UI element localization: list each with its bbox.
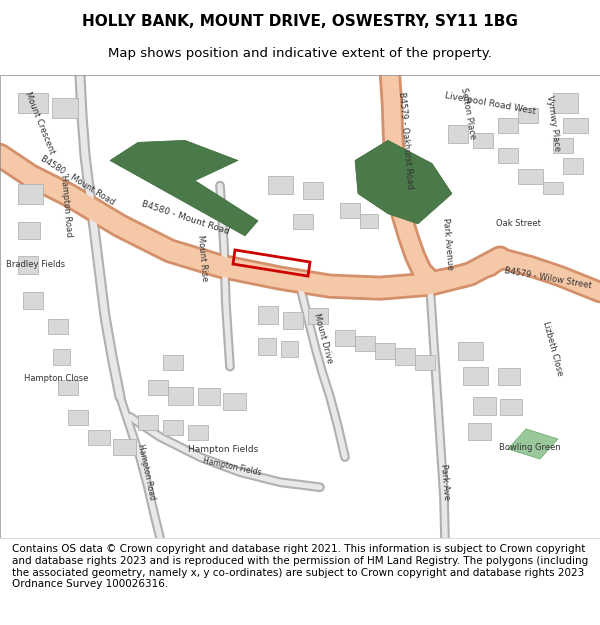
Polygon shape — [163, 354, 183, 369]
Polygon shape — [18, 222, 40, 239]
Text: Mount Drive: Mount Drive — [312, 312, 334, 364]
Polygon shape — [23, 292, 43, 309]
Polygon shape — [168, 387, 193, 405]
Polygon shape — [498, 148, 518, 164]
Polygon shape — [340, 202, 360, 217]
Polygon shape — [563, 159, 583, 174]
Text: Hampton Close: Hampton Close — [24, 374, 88, 383]
Text: Bowling Green: Bowling Green — [499, 442, 561, 451]
Text: B4580 - Mount Road: B4580 - Mount Road — [40, 154, 116, 207]
Polygon shape — [355, 141, 452, 224]
Text: Hampton Fields: Hampton Fields — [188, 444, 258, 454]
Polygon shape — [473, 397, 496, 415]
Polygon shape — [281, 341, 298, 356]
Text: Park Avenue: Park Avenue — [441, 217, 455, 271]
Polygon shape — [163, 420, 183, 435]
Polygon shape — [498, 118, 518, 133]
Polygon shape — [293, 214, 313, 229]
Polygon shape — [88, 430, 110, 445]
Text: Park Ave: Park Ave — [439, 464, 451, 501]
Polygon shape — [543, 182, 563, 194]
Polygon shape — [355, 336, 375, 351]
Polygon shape — [360, 214, 378, 228]
Polygon shape — [463, 367, 488, 384]
Text: Hampton Road: Hampton Road — [136, 443, 157, 501]
Text: Vyrnwy Place: Vyrnwy Place — [545, 95, 562, 152]
Polygon shape — [18, 256, 38, 274]
Polygon shape — [563, 118, 588, 133]
Polygon shape — [468, 423, 491, 440]
Polygon shape — [283, 312, 303, 329]
Text: Mount Rise: Mount Rise — [196, 234, 209, 282]
Polygon shape — [113, 439, 136, 455]
Polygon shape — [53, 349, 70, 364]
Polygon shape — [68, 410, 88, 425]
Polygon shape — [448, 125, 468, 143]
Text: Mount Crescent: Mount Crescent — [23, 91, 56, 156]
Text: Bradley Fields: Bradley Fields — [7, 259, 65, 269]
Polygon shape — [395, 349, 415, 364]
Polygon shape — [500, 399, 522, 415]
Polygon shape — [553, 138, 573, 153]
Text: Hampton Road: Hampton Road — [59, 174, 73, 238]
Polygon shape — [258, 306, 278, 324]
Text: Sefton Place: Sefton Place — [459, 87, 477, 140]
Polygon shape — [18, 93, 48, 113]
Polygon shape — [223, 392, 246, 410]
Polygon shape — [508, 429, 558, 459]
Text: Map shows position and indicative extent of the property.: Map shows position and indicative extent… — [108, 48, 492, 61]
Polygon shape — [308, 308, 328, 324]
Polygon shape — [415, 354, 435, 369]
Polygon shape — [138, 415, 158, 430]
Polygon shape — [52, 98, 78, 118]
Polygon shape — [518, 169, 543, 184]
Polygon shape — [110, 141, 258, 236]
Text: Contains OS data © Crown copyright and database right 2021. This information is : Contains OS data © Crown copyright and d… — [12, 544, 588, 589]
Polygon shape — [335, 331, 355, 346]
Text: Lizbeth Close: Lizbeth Close — [541, 320, 565, 377]
Polygon shape — [473, 133, 493, 148]
Polygon shape — [198, 388, 220, 405]
Polygon shape — [498, 368, 520, 384]
Text: Oak Street: Oak Street — [496, 219, 541, 228]
Text: HOLLY BANK, MOUNT DRIVE, OSWESTRY, SY11 1BG: HOLLY BANK, MOUNT DRIVE, OSWESTRY, SY11 … — [82, 14, 518, 29]
Polygon shape — [553, 93, 578, 113]
Text: B4579 - Oakhurst Road: B4579 - Oakhurst Road — [397, 91, 415, 189]
Polygon shape — [458, 342, 483, 359]
Polygon shape — [48, 319, 68, 334]
Polygon shape — [518, 108, 538, 123]
Polygon shape — [148, 379, 168, 395]
Text: Hampton Fields: Hampton Fields — [202, 456, 262, 478]
Text: Liverpool Road West: Liverpool Road West — [444, 91, 536, 116]
Polygon shape — [258, 338, 276, 354]
Text: B4579 - Wilow Street: B4579 - Wilow Street — [504, 266, 592, 290]
Polygon shape — [303, 182, 323, 199]
Text: B4580 - Mount Road: B4580 - Mount Road — [140, 199, 230, 236]
Polygon shape — [268, 176, 293, 194]
Polygon shape — [375, 344, 395, 359]
Polygon shape — [188, 425, 208, 440]
Polygon shape — [58, 379, 78, 395]
Polygon shape — [18, 184, 43, 204]
